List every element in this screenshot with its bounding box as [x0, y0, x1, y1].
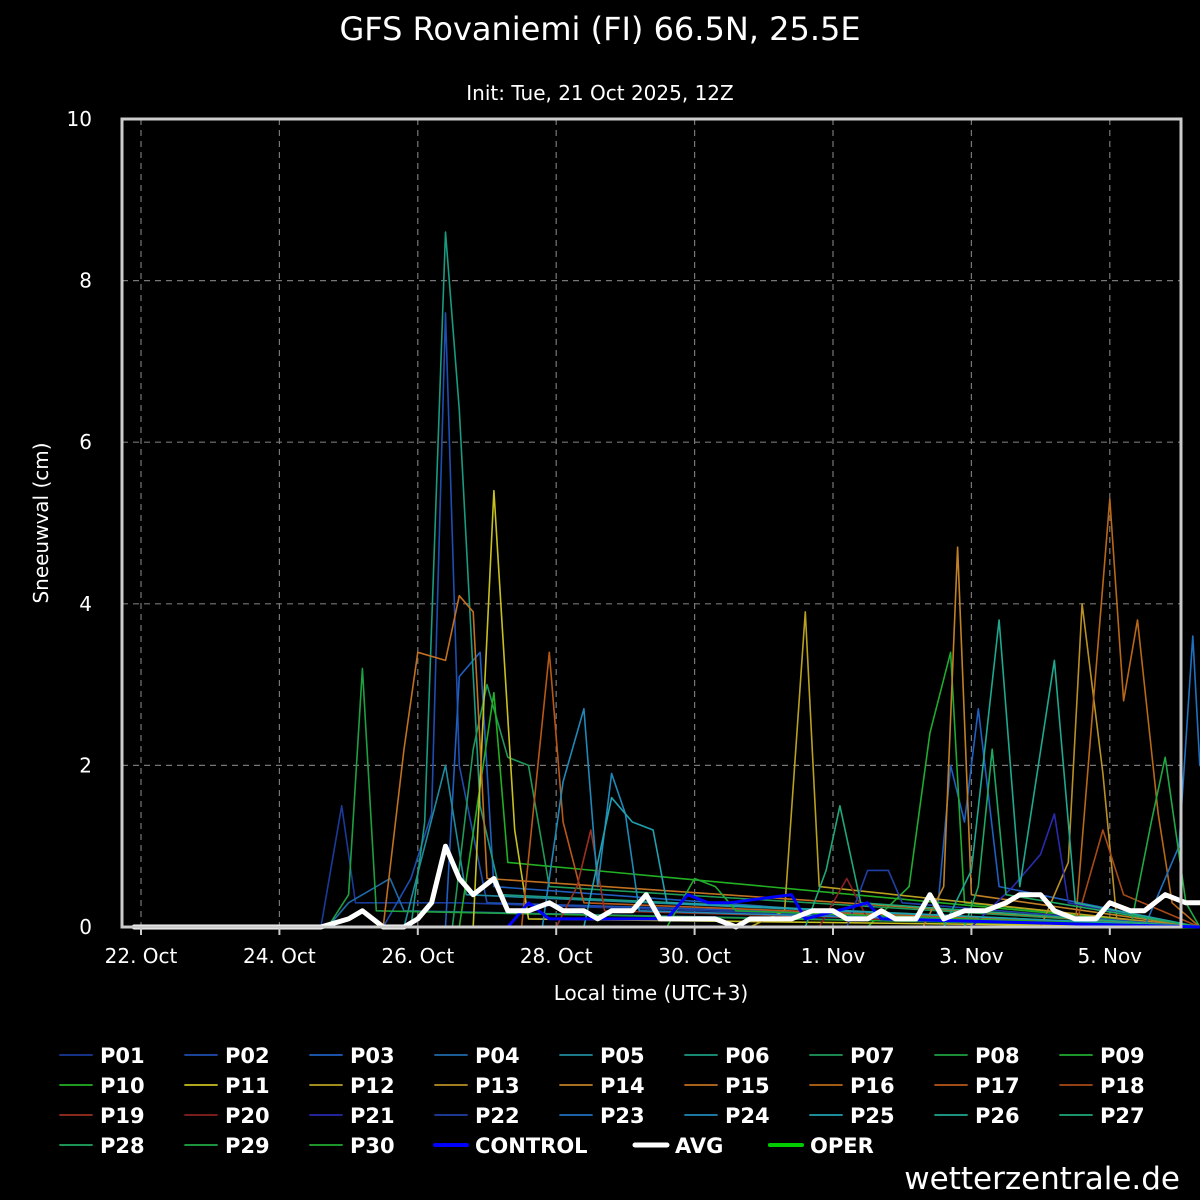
- legend-label-avg: AVG: [675, 1134, 723, 1158]
- legend-label-p24: P24: [725, 1104, 770, 1128]
- legend-label-p25: P25: [850, 1104, 895, 1128]
- legend-label-p16: P16: [850, 1074, 895, 1098]
- legend-label-p23: P23: [600, 1104, 645, 1128]
- series-line-p24: [133, 707, 1200, 928]
- series-line-p17: [133, 651, 1200, 928]
- legend-label-p17: P17: [975, 1074, 1020, 1098]
- y-tick-label: 6: [79, 430, 92, 454]
- y-tick-labels: 0 2 4 6 8 10: [67, 107, 92, 939]
- legend-label-p07: P07: [850, 1044, 895, 1068]
- series-line-p03: [133, 651, 1200, 928]
- legend-label-p18: P18: [1100, 1074, 1145, 1098]
- series-line-p26: [133, 619, 1200, 928]
- x-tick-label: 3. Nov: [939, 944, 1004, 968]
- y-tick-label: 8: [79, 269, 92, 293]
- series-lines: [131, 231, 1200, 930]
- legend-label-p14: P14: [600, 1074, 645, 1098]
- series-line-p11: [133, 489, 1200, 928]
- legend-label-p05: P05: [600, 1044, 645, 1068]
- legend-label-p30: P30: [350, 1134, 395, 1158]
- legend-label-p08: P08: [975, 1044, 1020, 1068]
- legend-label-p19: P19: [100, 1104, 145, 1128]
- chart-title: GFS Rovaniemi (FI) 66.5N, 25.5E: [339, 10, 860, 48]
- x-tick-label: 30. Oct: [658, 944, 731, 968]
- x-tick-labels: 22. Oct 24. Oct 26. Oct 28. Oct 30. Oct 1. No…: [105, 927, 1143, 968]
- y-tick-label: 0: [79, 915, 92, 939]
- x-tick-label: 28. Oct: [520, 944, 593, 968]
- series-line-p06: [133, 231, 1200, 928]
- series-line-p01: [133, 804, 1200, 928]
- series-line-avg: [131, 843, 1200, 930]
- legend: P01 P02 P03 P04 P05 P06 P07 P08 P09 P10 P11 P12 P13 P…: [59, 1044, 1145, 1158]
- x-tick-label: 26. Oct: [381, 944, 454, 968]
- legend-label-p03: P03: [350, 1044, 395, 1068]
- grid: [122, 119, 1181, 927]
- watermark: wetterzentrale.de: [904, 1161, 1180, 1197]
- series-line-p23: [133, 635, 1200, 928]
- legend-label-p22: P22: [475, 1104, 520, 1128]
- legend-label-p01: P01: [100, 1044, 145, 1068]
- y-tick-label: 10: [67, 107, 92, 131]
- legend-label-p20: P20: [225, 1104, 270, 1128]
- legend-label-p26: P26: [975, 1104, 1020, 1128]
- series-line-p15: [133, 594, 1200, 928]
- legend-label-oper: OPER: [810, 1134, 874, 1158]
- y-axis-label: Sneeuwval (cm): [29, 442, 53, 603]
- legend-label-p10: P10: [100, 1074, 145, 1098]
- series-line-p08: [133, 667, 1200, 928]
- x-tick-label: 1. Nov: [801, 944, 866, 968]
- y-tick-label: 2: [79, 753, 92, 777]
- x-tick-label: 22. Oct: [105, 944, 178, 968]
- y-tick-label: 4: [79, 592, 92, 616]
- legend-label-p28: P28: [100, 1134, 145, 1158]
- series-line-p09: [133, 651, 1200, 928]
- series-line-control: [132, 893, 1200, 929]
- legend-label-p04: P04: [475, 1044, 520, 1068]
- series-line-p10: [133, 691, 1200, 928]
- legend-label-p09: P09: [1100, 1044, 1145, 1068]
- x-tick-label: 24. Oct: [243, 944, 316, 968]
- legend-label-p15: P15: [725, 1074, 770, 1098]
- series-line-p16: [133, 497, 1200, 928]
- x-tick-label: 5. Nov: [1078, 944, 1143, 968]
- legend-label-p02: P02: [225, 1044, 270, 1068]
- legend-label-p06: P06: [725, 1044, 770, 1068]
- legend-label-control: CONTROL: [475, 1134, 588, 1158]
- legend-label-p27: P27: [1100, 1104, 1145, 1128]
- series-line-p12: [133, 611, 1200, 928]
- legend-label-p21: P21: [350, 1104, 395, 1128]
- legend-label-p12: P12: [350, 1074, 395, 1098]
- legend-label-p13: P13: [475, 1074, 520, 1098]
- x-axis-label: Local time (UTC+3): [554, 981, 748, 1005]
- series-line-p02: [133, 312, 1200, 928]
- chart-subtitle: Init: Tue, 21 Oct 2025, 12Z: [466, 81, 733, 105]
- plot-frame: [120, 117, 1183, 929]
- legend-label-p29: P29: [225, 1134, 270, 1158]
- legend-label-p11: P11: [225, 1074, 270, 1098]
